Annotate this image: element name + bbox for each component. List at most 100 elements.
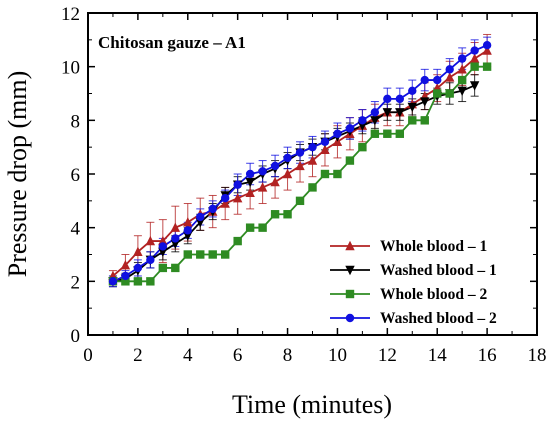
- data-point-series-4: [146, 255, 155, 265]
- data-point-series-4: [171, 234, 180, 243]
- legend-marker-4: [345, 313, 355, 323]
- data-point-series-2: [457, 86, 467, 97]
- data-point-series-4: [320, 137, 330, 146]
- data-point-series-1: [482, 45, 492, 55]
- data-point-series-1: [183, 217, 193, 227]
- data-point-series-3: [171, 263, 180, 273]
- data-point-series-4: [196, 212, 205, 222]
- data-point-series-3: [133, 277, 143, 286]
- data-point-series-3: [383, 129, 392, 138]
- x-tick-label: 16: [478, 345, 497, 366]
- data-point-series-3: [358, 142, 367, 152]
- data-point-series-3: [470, 62, 479, 71]
- x-tick-label: 4: [183, 345, 193, 366]
- chart-annotation: Chitosan gauze – A1: [98, 33, 246, 52]
- data-point-series-1: [145, 235, 156, 246]
- data-point-series-2: [158, 247, 168, 258]
- data-point-series-2: [370, 116, 380, 126]
- data-point-series-2: [195, 218, 205, 228]
- x-axis-label: Time (minutes): [232, 390, 392, 419]
- y-tick-label: 0: [71, 326, 81, 347]
- data-point-series-1: [170, 222, 181, 232]
- data-point-series-4: [133, 263, 143, 273]
- data-point-series-4: [295, 148, 305, 157]
- data-point-series-1: [120, 260, 131, 270]
- data-point-series-2: [469, 81, 480, 91]
- data-point-series-3: [482, 62, 492, 71]
- data-point-series-1: [158, 235, 168, 246]
- data-point-series-4: [408, 86, 417, 96]
- data-point-series-4: [358, 116, 367, 125]
- data-point-series-1: [232, 192, 243, 203]
- x-tick-label: 2: [133, 345, 143, 366]
- data-point-series-1: [270, 176, 280, 187]
- data-point-series-4: [258, 167, 267, 176]
- data-point-series-3: [270, 210, 280, 219]
- data-point-series-1: [295, 160, 305, 171]
- data-point-series-3: [333, 169, 342, 179]
- data-point-series-1: [307, 155, 318, 165]
- data-point-series-2: [170, 239, 181, 249]
- y-tick-label: 10: [61, 58, 80, 79]
- legend-label-4: Washed blood – 2: [380, 310, 497, 327]
- data-point-series-3: [158, 263, 168, 273]
- data-point-series-3: [233, 236, 242, 246]
- data-point-series-3: [345, 156, 355, 165]
- data-point-series-3: [196, 250, 205, 259]
- data-point-series-2: [183, 231, 193, 241]
- legend-marker-2: [345, 265, 355, 276]
- data-point-series-4: [121, 271, 130, 281]
- data-point-series-2: [245, 177, 255, 188]
- data-point-series-1: [320, 144, 330, 155]
- data-point-series-3: [433, 89, 442, 98]
- data-point-series-3: [146, 277, 155, 286]
- data-point-series-3: [320, 169, 330, 179]
- legend: Whole blood – 1 Washed blood – 1 Whole blo…: [330, 238, 497, 327]
- x-tick-label: 12: [378, 345, 397, 366]
- data-point-series-4: [283, 153, 292, 163]
- data-point-series-3: [295, 196, 305, 206]
- legend-marker-1: [345, 240, 355, 251]
- data-point-series-3: [445, 89, 454, 98]
- axis-ticks: 0 2 4 6 8 10 12 14 16 18 0 2 4 6 8 10 12: [61, 4, 547, 366]
- x-tick-label: 0: [83, 345, 93, 366]
- data-point-series-1: [457, 64, 467, 74]
- series-markers: [108, 41, 492, 287]
- data-point-series-4: [245, 169, 255, 179]
- data-point-series-4: [420, 75, 429, 85]
- data-point-series-4: [220, 193, 230, 203]
- data-point-series-4: [208, 204, 217, 214]
- data-point-series-3: [220, 250, 230, 259]
- data-point-series-4: [383, 94, 392, 104]
- legend-label-1: Whole blood – 1: [380, 238, 487, 255]
- x-tick-label: 18: [528, 345, 547, 366]
- legend-label-3: Whole blood – 2: [380, 286, 487, 303]
- data-point-series-1: [133, 246, 143, 257]
- data-point-series-4: [183, 226, 192, 235]
- data-point-series-3: [245, 223, 255, 232]
- data-point-series-3: [370, 129, 380, 138]
- y-tick-label: 8: [71, 111, 81, 132]
- data-point-series-3: [308, 183, 317, 192]
- data-point-series-3: [183, 250, 192, 259]
- data-point-series-4: [270, 161, 280, 171]
- data-point-series-2: [395, 108, 405, 118]
- data-point-series-4: [233, 180, 242, 189]
- data-point-series-1: [444, 72, 455, 82]
- x-tick-label: 14: [428, 345, 448, 366]
- data-point-series-4: [108, 277, 118, 286]
- data-point-series-3: [283, 210, 292, 219]
- data-point-series-2: [382, 108, 393, 118]
- x-tick-label: 8: [283, 345, 293, 366]
- data-point-series-4: [158, 242, 168, 251]
- data-point-series-4: [445, 65, 454, 74]
- data-point-series-4: [433, 75, 442, 85]
- data-point-series-4: [333, 129, 342, 138]
- x-tick-label: 6: [233, 345, 243, 366]
- data-point-series-1: [469, 53, 480, 63]
- data-point-series-1: [245, 187, 255, 197]
- legend-marker-3: [345, 289, 355, 299]
- data-point-series-4: [457, 54, 467, 63]
- x-tick-label: 10: [328, 345, 347, 366]
